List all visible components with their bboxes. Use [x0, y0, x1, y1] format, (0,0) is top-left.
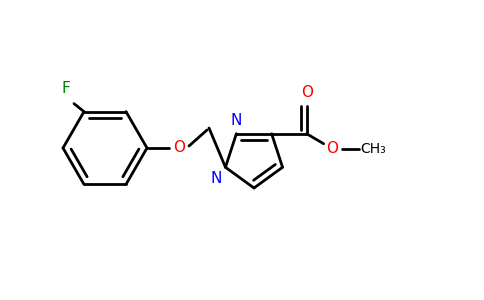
Text: N: N	[210, 171, 222, 186]
Text: CH₃: CH₃	[361, 142, 386, 156]
Text: F: F	[61, 81, 70, 96]
Text: O: O	[173, 140, 185, 155]
Text: O: O	[326, 141, 338, 156]
Text: O: O	[301, 85, 313, 100]
Text: N: N	[231, 113, 242, 128]
